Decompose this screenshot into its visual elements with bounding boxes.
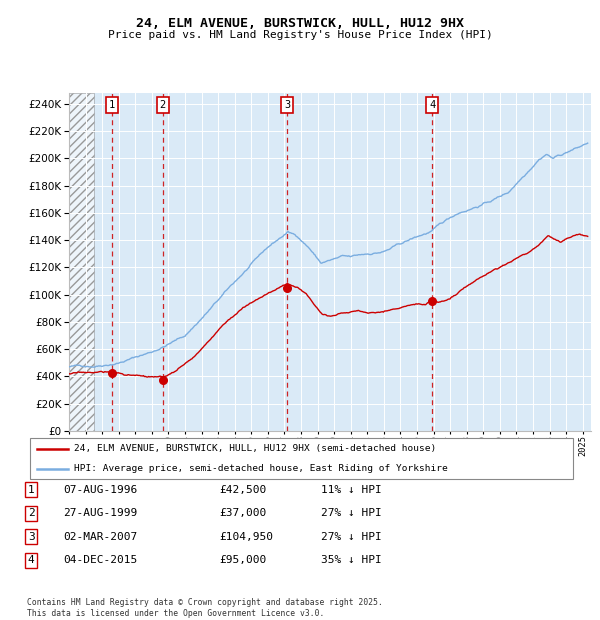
- Text: £104,950: £104,950: [219, 532, 273, 542]
- Text: 3: 3: [284, 100, 290, 110]
- FancyBboxPatch shape: [30, 438, 573, 479]
- Text: 27-AUG-1999: 27-AUG-1999: [63, 508, 137, 518]
- Text: 4: 4: [429, 100, 436, 110]
- Text: 02-MAR-2007: 02-MAR-2007: [63, 532, 137, 542]
- Text: HPI: Average price, semi-detached house, East Riding of Yorkshire: HPI: Average price, semi-detached house,…: [74, 464, 448, 473]
- Text: £42,500: £42,500: [219, 485, 266, 495]
- Text: 27% ↓ HPI: 27% ↓ HPI: [321, 532, 382, 542]
- Text: 07-AUG-1996: 07-AUG-1996: [63, 485, 137, 495]
- Text: £37,000: £37,000: [219, 508, 266, 518]
- Text: 24, ELM AVENUE, BURSTWICK, HULL, HU12 9HX: 24, ELM AVENUE, BURSTWICK, HULL, HU12 9H…: [136, 17, 464, 30]
- Text: 11% ↓ HPI: 11% ↓ HPI: [321, 485, 382, 495]
- Text: 04-DEC-2015: 04-DEC-2015: [63, 556, 137, 565]
- Text: 1: 1: [28, 485, 35, 495]
- Text: 2: 2: [28, 508, 35, 518]
- Text: 3: 3: [28, 532, 35, 542]
- Text: 24, ELM AVENUE, BURSTWICK, HULL, HU12 9HX (semi-detached house): 24, ELM AVENUE, BURSTWICK, HULL, HU12 9H…: [74, 445, 436, 453]
- Text: 4: 4: [28, 556, 35, 565]
- Text: Price paid vs. HM Land Registry's House Price Index (HPI): Price paid vs. HM Land Registry's House …: [107, 30, 493, 40]
- Text: Contains HM Land Registry data © Crown copyright and database right 2025.
This d: Contains HM Land Registry data © Crown c…: [27, 598, 383, 618]
- Text: 1: 1: [109, 100, 115, 110]
- Text: 27% ↓ HPI: 27% ↓ HPI: [321, 508, 382, 518]
- Text: 2: 2: [160, 100, 166, 110]
- Text: £95,000: £95,000: [219, 556, 266, 565]
- Text: 35% ↓ HPI: 35% ↓ HPI: [321, 556, 382, 565]
